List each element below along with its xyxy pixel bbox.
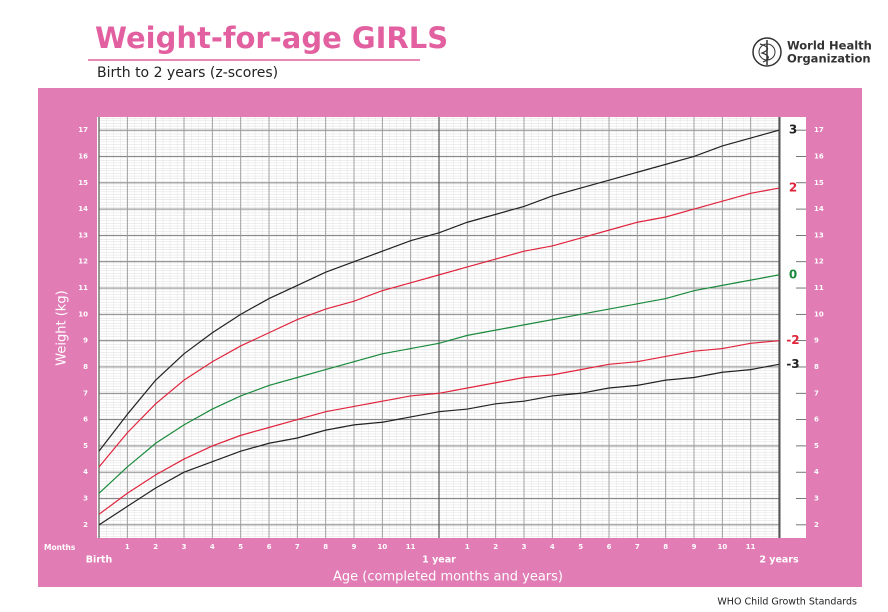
y-tick-label: 7 — [814, 389, 819, 397]
y-tick-label: 8 — [814, 363, 819, 371]
y-tick-label: 12 — [814, 258, 824, 266]
series-label: 2 — [789, 181, 797, 195]
series-line — [98, 363, 780, 526]
y-tick-label: 6 — [83, 416, 88, 424]
y-tick-label: 10 — [78, 310, 88, 318]
series-line — [98, 274, 780, 494]
x-tick-label: 11 — [746, 543, 756, 551]
y-tick-label: 8 — [83, 363, 88, 371]
y-tick-label: 2 — [83, 521, 88, 529]
series-label: 3 — [789, 123, 797, 137]
who-logo — [752, 37, 782, 67]
org-name: World Health — [787, 39, 872, 53]
x-tick-label: 4 — [550, 543, 555, 551]
y-tick-label: 16 — [78, 152, 88, 160]
y-tick-label: 15 — [78, 179, 88, 187]
y-tick-label: 3 — [83, 495, 88, 503]
y-tick-label: 2 — [814, 521, 819, 529]
x-axis-label: Age (completed months and years) — [333, 570, 563, 585]
chart-subtitle: Birth to 2 years (z-scores) — [97, 65, 278, 81]
y-tick-label: 17 — [814, 126, 824, 134]
series-label: 0 — [789, 267, 797, 281]
y-tick-label: 12 — [78, 258, 88, 266]
x-tick-label: 4 — [210, 543, 215, 551]
x-tick-label: 11 — [406, 543, 416, 551]
y-tick-label: 15 — [814, 179, 824, 187]
footer: WHO Child Growth Standards — [717, 597, 857, 608]
y-tick-label: 4 — [814, 468, 819, 476]
y-tick-label: 5 — [814, 442, 819, 450]
y-tick-label: 13 — [78, 231, 88, 239]
x-unit-label: Months — [44, 543, 76, 552]
series-line — [98, 129, 780, 452]
x-tick-label: 3 — [522, 543, 527, 551]
x-tick-label: 2 — [153, 543, 158, 551]
y-tick-label: 14 — [814, 205, 824, 213]
x-tick-label: 10 — [377, 543, 387, 551]
x-tick-label: 10 — [717, 543, 727, 551]
y-tick-label: 7 — [83, 389, 88, 397]
x-tick-label: 6 — [267, 543, 272, 551]
x-tick-label: 5 — [238, 543, 243, 551]
x-tick-label: 3 — [182, 543, 187, 551]
y-tick-label: 5 — [83, 442, 88, 450]
y-tick-label: 16 — [814, 152, 824, 160]
series-label: -2 — [786, 333, 799, 347]
y-axis-label: Weight (kg) — [55, 290, 70, 365]
y-tick-label: 17 — [78, 126, 88, 134]
x-tick-label: Birth — [86, 555, 113, 566]
x-tick-label: 2 years — [759, 555, 799, 566]
y-tick-label: 9 — [83, 337, 88, 345]
x-tick-label: 8 — [323, 543, 328, 551]
x-tick-label: 9 — [352, 543, 357, 551]
y-tick-label: 9 — [814, 337, 819, 345]
x-tick-label: 1 — [125, 543, 130, 551]
y-tick-label: 14 — [78, 205, 88, 213]
x-tick-label: 6 — [607, 543, 612, 551]
chart-title: Weight-for-age GIRLS — [95, 21, 448, 55]
series-line — [98, 340, 780, 515]
y-tick-label: 10 — [814, 310, 824, 318]
x-tick-label: 7 — [295, 543, 300, 551]
x-tick-label: 5 — [578, 543, 583, 551]
y-tick-label: 11 — [814, 284, 824, 292]
x-tick-label: 9 — [692, 543, 697, 551]
y-tick-label: 4 — [83, 468, 88, 476]
x-tick-label: 8 — [663, 543, 668, 551]
y-tick-label: 11 — [78, 284, 88, 292]
series-line — [98, 187, 780, 468]
y-tick-label: 13 — [814, 231, 824, 239]
y-tick-label: 3 — [814, 495, 819, 503]
x-tick-label: 2 — [493, 543, 498, 551]
x-tick-label: 1 — [465, 543, 470, 551]
y-tick-label: 6 — [814, 416, 819, 424]
series-label: -3 — [786, 357, 799, 371]
org-name: Organization — [787, 52, 871, 66]
x-tick-label: 7 — [635, 543, 640, 551]
x-tick-label: 1 year — [422, 555, 456, 566]
